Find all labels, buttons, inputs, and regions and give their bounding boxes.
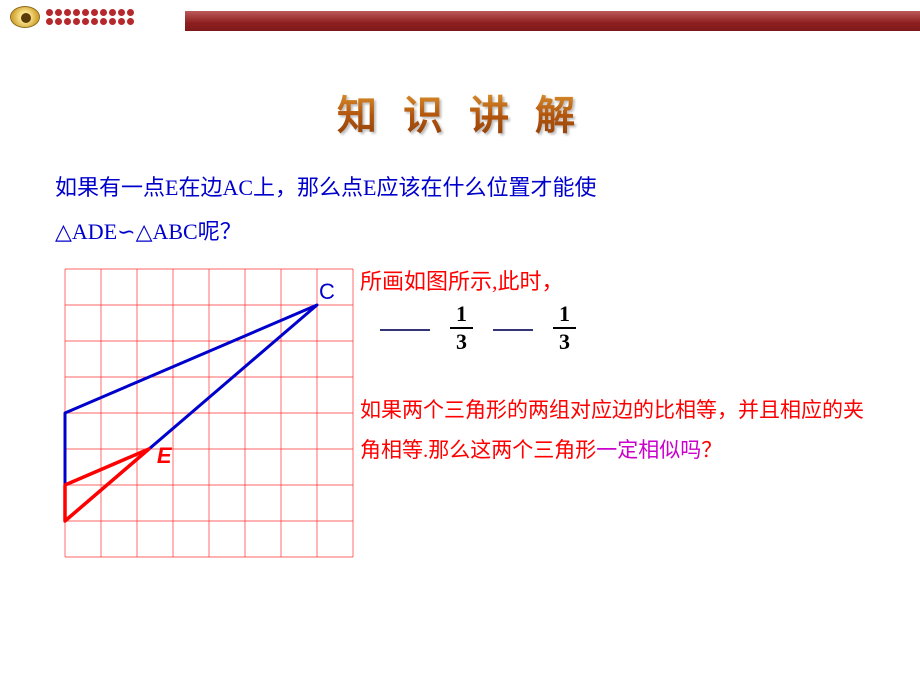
svg-text:E: E	[157, 443, 173, 468]
fraction-row: 1 3 1 3	[380, 301, 880, 356]
logo-area	[10, 6, 135, 28]
triangle-diagram: ABCDE	[60, 264, 360, 574]
question-text: 如果有一点E在边AC上，那么点E应该在什么位置才能使 △ADE∽△ABC呢？	[55, 166, 870, 254]
question-line2: △ADE∽△ABC呢？	[55, 219, 242, 244]
header-bar	[185, 11, 920, 31]
question-line1: 如果有一点E在边AC上，那么点E应该在什么位置才能使	[55, 175, 596, 200]
page-title: 知 识 讲 解	[0, 83, 920, 141]
hypothesis-highlight: 一定相似吗	[596, 438, 701, 462]
blank-2	[493, 315, 533, 331]
content-row: ABCDE 所画如图所示,此时， 1 3 1 3 如果两个三角形的两组对应边的比…	[0, 264, 920, 574]
hypothesis-part2: ？	[701, 438, 722, 462]
diagram-container: ABCDE	[0, 264, 360, 574]
slide-header	[0, 0, 920, 38]
logo-icon	[10, 6, 40, 28]
explanation-column: 所画如图所示,此时， 1 3 1 3 如果两个三角形的两组对应边的比相等，并且相…	[360, 264, 920, 574]
fraction-1: 1 3	[450, 301, 473, 356]
result-text: 所画如图所示,此时，	[360, 264, 880, 296]
fraction-2: 1 3	[553, 301, 576, 356]
dot-grid	[46, 9, 135, 26]
svg-text:C: C	[319, 279, 335, 304]
blank-1	[380, 315, 430, 331]
hypothesis-text: 如果两个三角形的两组对应边的比相等，并且相应的夹角相等.那么这两个三角形一定相似…	[360, 391, 880, 471]
